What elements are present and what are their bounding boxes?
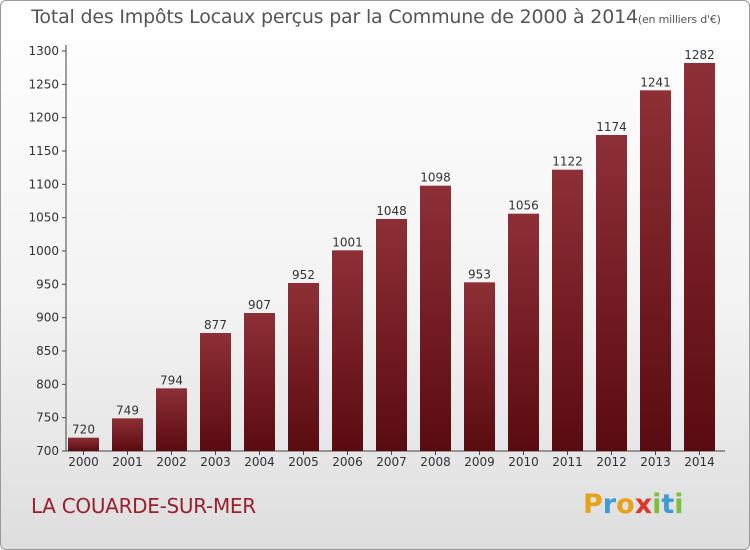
bar-value-label: 749 [116, 403, 139, 417]
bar-value-label: 1174 [596, 120, 627, 134]
x-tick-label: 2011 [552, 455, 583, 469]
x-tick-label: 2012 [596, 455, 627, 469]
y-tick-label: 800 [36, 377, 59, 391]
logo-letter: x [634, 489, 653, 520]
bar [464, 282, 495, 451]
y-tick-label: 700 [36, 444, 59, 458]
bar-value-label: 952 [292, 268, 315, 282]
bar [112, 418, 143, 451]
bar-value-label: 953 [468, 267, 491, 281]
x-tick-label: 2003 [200, 455, 231, 469]
x-tick-label: 2008 [420, 455, 451, 469]
bar-value-label: 1048 [376, 204, 407, 218]
logo-letter: o [616, 489, 635, 520]
bar-value-label: 1001 [332, 235, 363, 249]
bar-value-label: 1241 [640, 75, 671, 89]
bar-value-label: 1098 [420, 171, 451, 185]
logo-letter: i [674, 489, 684, 520]
x-tick-label: 2000 [68, 455, 99, 469]
x-tick-label: 2010 [508, 455, 539, 469]
bar [508, 213, 539, 451]
y-tick-label: 850 [36, 344, 59, 358]
bar-value-label: 1282 [684, 48, 715, 62]
y-tick-label: 1300 [28, 44, 59, 58]
logo-letter: P [583, 489, 603, 520]
y-tick-label: 950 [36, 277, 59, 291]
title-unit: (en milliers d'€) [637, 13, 721, 26]
y-tick-label: 1150 [28, 144, 59, 158]
bar [420, 185, 451, 451]
y-tick-label: 900 [36, 311, 59, 325]
bar [684, 63, 715, 451]
y-tick-label: 1000 [28, 244, 59, 258]
bar-value-label: 720 [72, 423, 95, 437]
logo-letter: i [652, 489, 662, 520]
bar [156, 388, 187, 451]
logo-letter: t [661, 489, 675, 520]
chart-title: Total des Impôts Locaux perçus par la Co… [1, 6, 749, 28]
commune-name: LA COUARDE-SUR-MER [31, 494, 256, 518]
bar [244, 313, 275, 451]
y-tick-label: 750 [36, 411, 59, 425]
bar-value-label: 877 [204, 318, 227, 332]
logo-letter: r [602, 489, 617, 520]
bar [596, 135, 627, 451]
bar-value-label: 907 [248, 298, 271, 312]
bar [332, 250, 363, 451]
bar [552, 169, 583, 451]
bar-value-label: 1056 [508, 199, 539, 213]
bar [376, 219, 407, 451]
bar [200, 333, 231, 451]
x-tick-label: 2009 [464, 455, 495, 469]
x-tick-label: 2014 [684, 455, 715, 469]
y-tick-label: 1250 [28, 77, 59, 91]
x-tick-label: 2006 [332, 455, 363, 469]
bar [640, 90, 671, 451]
x-tick-label: 2001 [112, 455, 143, 469]
bar [288, 283, 319, 451]
x-tick-label: 2005 [288, 455, 319, 469]
proxiti-logo: Proxiti [583, 489, 684, 520]
x-tick-label: 2004 [244, 455, 275, 469]
y-tick-label: 1200 [28, 111, 59, 125]
bar-value-label: 794 [160, 373, 183, 387]
y-tick-label: 1050 [28, 211, 59, 225]
x-tick-label: 2002 [156, 455, 187, 469]
title-text: Total des Impôts Locaux perçus par la Co… [31, 6, 638, 28]
bar [68, 437, 99, 451]
bar-value-label: 1122 [552, 155, 583, 169]
x-tick-label: 2007 [376, 455, 407, 469]
x-tick-label: 2013 [640, 455, 671, 469]
y-tick-label: 1100 [28, 177, 59, 191]
